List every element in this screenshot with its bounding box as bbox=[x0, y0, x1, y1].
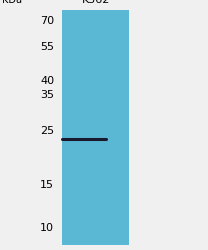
Text: 25: 25 bbox=[40, 126, 54, 136]
Text: 70: 70 bbox=[40, 16, 54, 26]
Text: 15: 15 bbox=[40, 180, 54, 190]
Text: KDa: KDa bbox=[2, 0, 22, 5]
Text: 35: 35 bbox=[40, 90, 54, 100]
Text: K562: K562 bbox=[82, 0, 110, 5]
Text: 55: 55 bbox=[40, 42, 54, 52]
Text: 40: 40 bbox=[40, 76, 54, 86]
Bar bbox=[62, 10, 129, 245]
Text: 10: 10 bbox=[40, 223, 54, 233]
